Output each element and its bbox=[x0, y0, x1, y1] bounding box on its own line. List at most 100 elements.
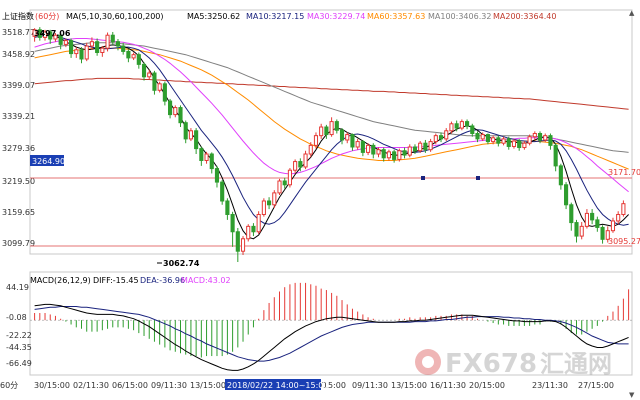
candle bbox=[543, 133, 548, 143]
candle bbox=[136, 52, 141, 69]
candle-body bbox=[74, 49, 79, 55]
candle bbox=[433, 133, 438, 145]
candle bbox=[89, 37, 94, 50]
candle bbox=[100, 46, 105, 57]
candle bbox=[261, 198, 266, 217]
candle-body bbox=[84, 45, 89, 60]
candle bbox=[105, 32, 110, 52]
candle bbox=[548, 133, 553, 150]
main-panel-frame bbox=[29, 9, 633, 255]
candle bbox=[386, 149, 391, 161]
candle-body bbox=[605, 230, 610, 240]
candle-body bbox=[141, 63, 147, 78]
candle-body bbox=[131, 54, 136, 59]
candle-body bbox=[324, 126, 329, 136]
candle-body bbox=[121, 45, 126, 52]
candle bbox=[53, 33, 58, 42]
x-tick: 20/15:00 bbox=[310, 381, 346, 390]
candle bbox=[407, 144, 412, 158]
x-tick: 13/15:00 bbox=[190, 381, 226, 390]
candle-body bbox=[511, 140, 517, 147]
candle bbox=[162, 81, 167, 106]
ma200-line bbox=[34, 77, 629, 110]
candle bbox=[313, 132, 319, 149]
candle-body bbox=[183, 122, 188, 140]
candle-body bbox=[491, 137, 496, 143]
price-tick: 3399.07 bbox=[2, 81, 35, 90]
candle bbox=[58, 33, 63, 50]
upper-level-annotation: 3171.70 bbox=[608, 168, 640, 177]
watermark-logo-icon bbox=[415, 349, 441, 375]
candle-body bbox=[621, 203, 626, 215]
x-tick: 09/11:30 bbox=[151, 381, 187, 390]
candle-body bbox=[303, 153, 308, 168]
candle bbox=[491, 135, 496, 145]
candle bbox=[256, 211, 261, 234]
candle-body bbox=[89, 41, 94, 47]
candle-body bbox=[350, 134, 355, 148]
price-tick: 3458.92 bbox=[2, 50, 35, 59]
candle bbox=[376, 147, 381, 158]
candle bbox=[579, 222, 584, 240]
scroll-down-icon[interactable]: ▼ bbox=[629, 391, 635, 399]
candle bbox=[402, 147, 407, 159]
candle-body bbox=[584, 212, 589, 227]
x-tick: 23/11:30 bbox=[532, 381, 568, 390]
ma10-value: MA10:3217.15 bbox=[246, 12, 304, 21]
candle-body bbox=[308, 144, 313, 155]
candle bbox=[303, 150, 308, 170]
candle-body bbox=[230, 213, 235, 233]
ma5-value: MA5:3250.62 bbox=[187, 12, 240, 21]
macd-tick: -44.35 bbox=[6, 343, 32, 352]
candle-body bbox=[438, 135, 444, 140]
candle-body bbox=[574, 222, 579, 237]
candle bbox=[438, 132, 444, 143]
candle-body bbox=[313, 135, 319, 146]
candle bbox=[267, 197, 272, 210]
macd-tick: -0.08 bbox=[6, 313, 27, 322]
scroll-up-icon[interactable]: ▲ bbox=[629, 9, 635, 17]
x-tick: 16/11:30 bbox=[430, 381, 466, 390]
candle bbox=[345, 132, 350, 144]
period-label: (60分) bbox=[35, 12, 59, 21]
candle bbox=[334, 119, 339, 134]
candle-body bbox=[423, 142, 428, 151]
candle bbox=[74, 47, 79, 58]
candle bbox=[465, 119, 470, 130]
candle bbox=[610, 217, 616, 233]
candle bbox=[537, 131, 543, 144]
candle-body bbox=[339, 129, 345, 141]
candle bbox=[444, 128, 449, 142]
macd-dea: DEA:-36.96 bbox=[140, 276, 185, 285]
candle bbox=[194, 128, 199, 155]
macd-diff: DIFF:-15.45 bbox=[93, 276, 139, 285]
candle-body bbox=[376, 149, 381, 155]
candle-body bbox=[543, 135, 548, 141]
candle-body bbox=[475, 132, 480, 140]
candle-body bbox=[522, 142, 527, 149]
candle-body bbox=[48, 31, 53, 40]
candle bbox=[522, 141, 527, 150]
candle-body bbox=[126, 50, 131, 59]
candle-body bbox=[261, 200, 266, 215]
candle-body bbox=[465, 121, 470, 127]
candle-body bbox=[590, 212, 595, 221]
candle bbox=[157, 81, 162, 93]
candle bbox=[511, 138, 517, 149]
candle bbox=[595, 216, 600, 232]
candle-body bbox=[433, 135, 438, 143]
candle bbox=[293, 159, 298, 174]
candle-body bbox=[152, 72, 157, 91]
candle bbox=[324, 124, 329, 139]
candle bbox=[558, 163, 563, 190]
candle-body bbox=[397, 150, 402, 160]
x-tick: 20/15:00 bbox=[469, 381, 505, 390]
ma30-line bbox=[34, 38, 629, 193]
candle bbox=[517, 138, 522, 151]
candle bbox=[459, 119, 464, 131]
candle-body bbox=[100, 47, 105, 53]
candle bbox=[63, 38, 68, 48]
candle-body bbox=[366, 144, 371, 153]
cursor-time-box bbox=[225, 379, 321, 390]
